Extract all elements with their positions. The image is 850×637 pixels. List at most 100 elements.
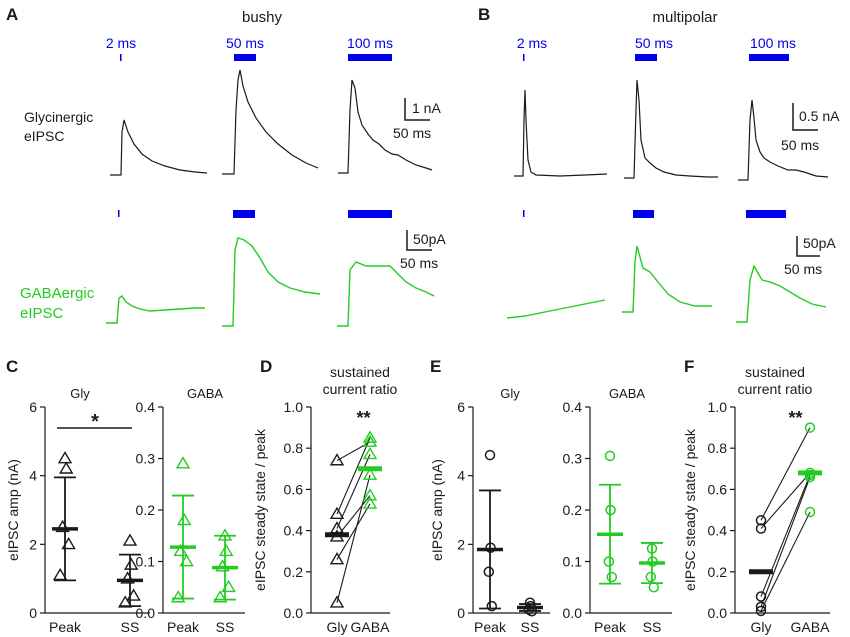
- f-y-tick-label: 0.6: [708, 481, 728, 497]
- e-right-y-tick-label: 0.2: [563, 502, 583, 518]
- f-y-axis-label: eIPSC steady state / peak: [682, 428, 698, 591]
- f-data-point-gly: [755, 601, 767, 613]
- e-left-data-point: [526, 606, 538, 617]
- c-left-data-point: [123, 557, 139, 570]
- trace-gly-a-100ms: [338, 79, 433, 174]
- e-left-y-tick-label: 0: [457, 605, 465, 621]
- row-label-gabaergic: GABAergic: [20, 285, 95, 302]
- e-right-y-tick-label: 0.3: [563, 451, 583, 467]
- f-pair-line: [760, 476, 811, 608]
- e-right-data-point: [648, 582, 660, 593]
- e-right-data-point: [605, 504, 616, 516]
- panel-label-d: D: [260, 357, 272, 376]
- c-left-y-tick-label: 0: [29, 605, 37, 621]
- f-title-line1: sustained: [745, 364, 805, 380]
- e-left-y-tick-label: 6: [457, 399, 465, 415]
- scale-gaba-b-x: 50 ms: [784, 261, 822, 277]
- panel-label-b: B: [478, 5, 490, 24]
- d-data-point-gaba: [362, 467, 378, 480]
- c-right-data-point: [215, 559, 230, 572]
- scale-bar-gaba-b: 50pA 50 ms: [784, 235, 836, 277]
- c-right-category-label: Peak: [167, 619, 200, 635]
- stim-bar-100ms-a-gly: [348, 54, 392, 61]
- f-pair-line: [760, 427, 811, 521]
- stim-bar-50ms-a-gly: [234, 54, 256, 61]
- stim-bar-2ms-b-gly: [523, 54, 525, 61]
- stim-bar-50ms-b-gly: [635, 54, 657, 61]
- d-data-point-gly: [329, 552, 345, 565]
- f-data-point-gly: [755, 523, 767, 534]
- f-data-point-gly: [755, 515, 767, 526]
- e-left-data-point: [486, 600, 498, 612]
- e-left-data-point: [483, 566, 495, 578]
- stim-bar-100ms-a-gaba: [348, 210, 392, 218]
- e-left-category-label: Peak: [474, 619, 507, 635]
- c-left-data-point: [61, 536, 76, 550]
- scale-gly-a-y: 1 nA: [412, 100, 441, 116]
- c-right-category-label: SS: [216, 619, 235, 635]
- stim-label-50ms-b: 50 ms: [635, 35, 673, 51]
- d-data-point-gaba: [362, 434, 378, 447]
- d-y-tick-label: 0.6: [284, 481, 304, 497]
- f-pair-line: [760, 511, 811, 612]
- d-data-point-gly: [329, 529, 345, 542]
- d-pair-line: [336, 474, 371, 603]
- c-left-data-point: [57, 451, 73, 464]
- stim-label-2ms-b: 2 ms: [517, 35, 547, 51]
- c-left-data-point: [58, 461, 74, 474]
- scale-gly-a-x: 50 ms: [393, 125, 431, 141]
- c-right-data-point: [170, 590, 186, 603]
- scale-bar-gly-b: 0.5 nA 50 ms: [781, 103, 840, 153]
- c-left-y-tick-label: 2: [29, 536, 37, 552]
- f-y-tick-label: 0.8: [708, 440, 728, 456]
- d-data-point-gaba: [362, 496, 378, 509]
- c-left-data-point: [55, 519, 70, 533]
- d-y-tick-label: 0.4: [284, 523, 304, 539]
- panel-b-title: multipolar: [652, 9, 717, 26]
- c-right-y-tick-label: 0.4: [136, 399, 156, 415]
- d-category-label: GABA: [351, 619, 391, 635]
- trace-gaba-a-2ms: [106, 295, 205, 324]
- d-significance: **: [356, 408, 370, 428]
- stim-label-2ms-a: 2 ms: [106, 35, 136, 51]
- c-right-y-tick-label: 0.0: [136, 605, 156, 621]
- trace-gaba-b-2ms: [506, 299, 606, 319]
- d-y-tick-label: 0.0: [284, 605, 304, 621]
- d-data-point-gaba: [362, 430, 378, 443]
- c-right-data-point: [175, 456, 191, 469]
- stim-label-100ms-b: 100 ms: [750, 35, 796, 51]
- f-y-tick-label: 1.0: [708, 399, 728, 415]
- row-label-gly-eipsc: eIPSC: [24, 128, 64, 144]
- d-data-point-gly: [329, 453, 345, 466]
- f-data-point-gly: [755, 591, 767, 602]
- e-right-category-label: SS: [643, 619, 662, 635]
- c-right-data-point: [221, 579, 236, 593]
- c-right-data-point: [179, 554, 194, 567]
- e-right-data-point: [647, 556, 658, 567]
- row-label-glycinergic: Glycinergic: [24, 109, 93, 125]
- trace-gaba-a-100ms: [337, 261, 435, 327]
- scale-gly-b-y: 0.5 nA: [799, 108, 840, 124]
- c-left-category-label: SS: [121, 619, 140, 635]
- c-left-category-label: Peak: [49, 619, 82, 635]
- f-title-line2: current ratio: [738, 381, 813, 397]
- stim-bar-50ms-b-gaba: [633, 210, 654, 218]
- stim-bar-100ms-b-gaba: [746, 210, 786, 218]
- scale-bar-gly-a: 1 nA 50 ms: [393, 98, 441, 141]
- d-data-point-gaba: [362, 488, 378, 501]
- f-pair-line: [760, 472, 811, 529]
- c-right-data-point: [176, 512, 192, 526]
- c-right-y-tick-label: 0.3: [136, 451, 156, 467]
- e-left-category-label: SS: [521, 619, 540, 635]
- e-right-data-point: [606, 571, 618, 583]
- c-right-data-point: [217, 528, 233, 541]
- c-left-y-tick-label: 6: [29, 399, 37, 415]
- c-left-title: Gly: [70, 386, 90, 401]
- d-y-tick-label: 0.2: [284, 564, 304, 580]
- stim-bar-50ms-a-gaba: [233, 210, 255, 218]
- d-data-point-gly: [329, 521, 345, 534]
- stim-bar-100ms-b-gly: [749, 54, 789, 61]
- c-left-data-point: [122, 533, 138, 546]
- c-right-y-tick-label: 0.2: [136, 502, 156, 518]
- stim-bar-2ms-b-gaba: [523, 210, 525, 217]
